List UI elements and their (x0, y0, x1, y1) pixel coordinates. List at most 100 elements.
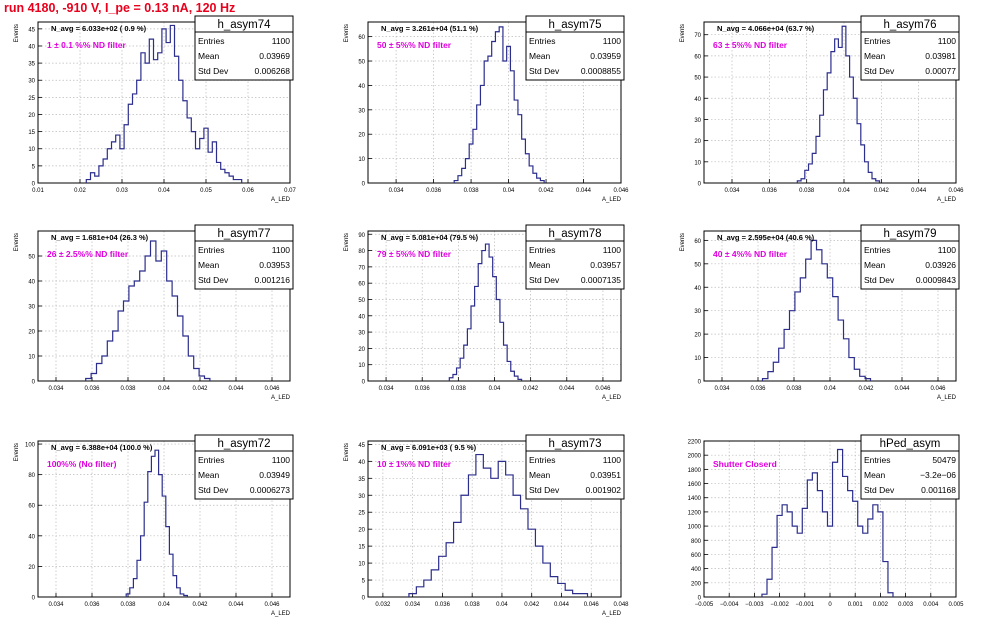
histogram-bin (107, 341, 112, 381)
stats-value: 1100 (603, 245, 622, 255)
histogram-bin (768, 372, 773, 381)
histogram-bin (833, 462, 838, 597)
histogram-bin (416, 587, 423, 597)
histogram-bin (217, 162, 221, 183)
histogram-bin (200, 138, 204, 183)
x-tick-label: 0.034 (48, 602, 64, 608)
histogram-bin (161, 251, 166, 381)
y-tick-label: 70 (694, 33, 701, 39)
y-tick-label: 10 (358, 363, 365, 369)
navg-label: N_avg = 1.681e+04 (26.3 %) (51, 233, 149, 242)
x-tick-label: 0.038 (120, 602, 136, 608)
histogram-bin (817, 491, 822, 597)
stats-label: Mean (198, 51, 220, 61)
x-tick-label: 0.005 (948, 602, 964, 608)
histogram-bin (178, 316, 183, 381)
navg-label: N_avg = 2.595e+04 (40.6 %) (717, 233, 815, 242)
y-tick-label: 0 (698, 596, 702, 602)
x-tick-label: 0.042 (192, 602, 208, 608)
histogram-name: h_asym76 (883, 19, 936, 31)
y-tick-label: 80 (358, 249, 365, 255)
y-tick-label: 0 (362, 182, 366, 188)
histogram-bin (878, 512, 883, 597)
plot-frame (367, 440, 622, 598)
histogram-bin (134, 281, 139, 381)
x-tick-label: 0.044 (228, 602, 244, 608)
y-tick-label: 20 (694, 139, 701, 145)
histogram-bin (513, 495, 520, 597)
histogram-bin (103, 159, 107, 183)
histogram-bin (120, 149, 124, 183)
stats-label: Entries (529, 245, 555, 255)
histogram-bin (779, 348, 784, 381)
histogram-bin (843, 476, 848, 597)
plot-frame (703, 21, 957, 184)
stats-box-frame (860, 15, 960, 81)
histogram-bin (838, 47, 842, 183)
histogram-bin (485, 244, 489, 381)
x-tick-label: 0.01 (32, 188, 44, 194)
y-axis-label: Events (14, 443, 20, 461)
histogram-bin (773, 362, 778, 381)
x-tick-label: 0.046 (930, 386, 946, 392)
histogram-bin (822, 264, 827, 381)
stats-box-frame (194, 15, 294, 81)
histogram-bin (431, 570, 438, 597)
stats-value: 0.0007135 (581, 275, 621, 285)
histogram-bin (91, 173, 95, 183)
x-axis-label: A_LED (602, 611, 622, 617)
y-axis-label: Events (344, 233, 350, 251)
y-tick-label: 60 (694, 54, 701, 60)
histogram-bin (802, 508, 807, 597)
histogram-bin (424, 580, 431, 597)
histogram-bin (797, 533, 802, 597)
histogram-bin (118, 311, 123, 381)
x-tick-label: 0.036 (750, 386, 766, 392)
stats-label: Std Dev (198, 275, 229, 285)
stats-box: h_asym74 Entries 1100 Mean 0.03969 Std Dev 0.0… (194, 15, 294, 81)
histogram-bin (784, 329, 789, 381)
y-tick-label: 60 (358, 35, 365, 41)
stats-box-frame (860, 224, 960, 290)
filter-label: 50 ± 5%% ND filter (377, 40, 452, 50)
stats-value: 0.03926 (925, 260, 956, 270)
y-tick-label: 60 (694, 239, 701, 245)
stats-box-frame (525, 224, 625, 290)
y-tick-label: 20 (694, 333, 701, 339)
histogram-name: h_asym77 (217, 228, 270, 240)
histogram-bin (461, 495, 468, 597)
filter-label: 79 ± 5%% ND filter (377, 249, 452, 259)
filter-label: 10 ± 1%% ND filter (377, 459, 452, 469)
stats-label: Std Dev (864, 66, 895, 76)
x-tick-label: 0.046 (595, 386, 611, 392)
histogram-bin (183, 336, 188, 381)
navg-label: N_avg = 6.091e+03 ( 9.5 %) (381, 443, 477, 452)
histogram-bin (787, 512, 792, 597)
y-tick-label: 60 (28, 504, 35, 510)
histogram-bin (212, 142, 216, 183)
y-tick-label: 90 (358, 233, 365, 239)
histogram-bin (854, 369, 859, 381)
histogram-bin (128, 104, 132, 183)
histogram-bin (543, 563, 550, 597)
histogram-bin (145, 63, 149, 183)
x-tick-label: 0.038 (451, 386, 467, 392)
histogram-bin (858, 526, 863, 597)
histogram-bin (483, 468, 490, 597)
y-tick-label: 40 (28, 280, 35, 286)
x-tick-label: 0.004 (923, 602, 939, 608)
histogram-bin (503, 61, 507, 183)
histogram-bin (777, 515, 782, 597)
histogram-name: h_asym79 (883, 228, 936, 240)
y-tick-label: 0 (362, 596, 366, 602)
y-tick-label: 35 (358, 477, 365, 483)
histogram-bin (506, 475, 513, 597)
stats-label: Mean (864, 470, 886, 480)
stats-box: h_asym78 Entries 1100 Mean 0.03957 Std Dev 0.0… (525, 224, 625, 290)
x-tick-label: −0.002 (770, 602, 789, 608)
x-axis-label: A_LED (271, 611, 291, 617)
histogram-bin (772, 547, 777, 597)
stats-label: Std Dev (864, 275, 895, 285)
histogram-bin (95, 176, 99, 183)
histogram-bin (196, 149, 200, 183)
